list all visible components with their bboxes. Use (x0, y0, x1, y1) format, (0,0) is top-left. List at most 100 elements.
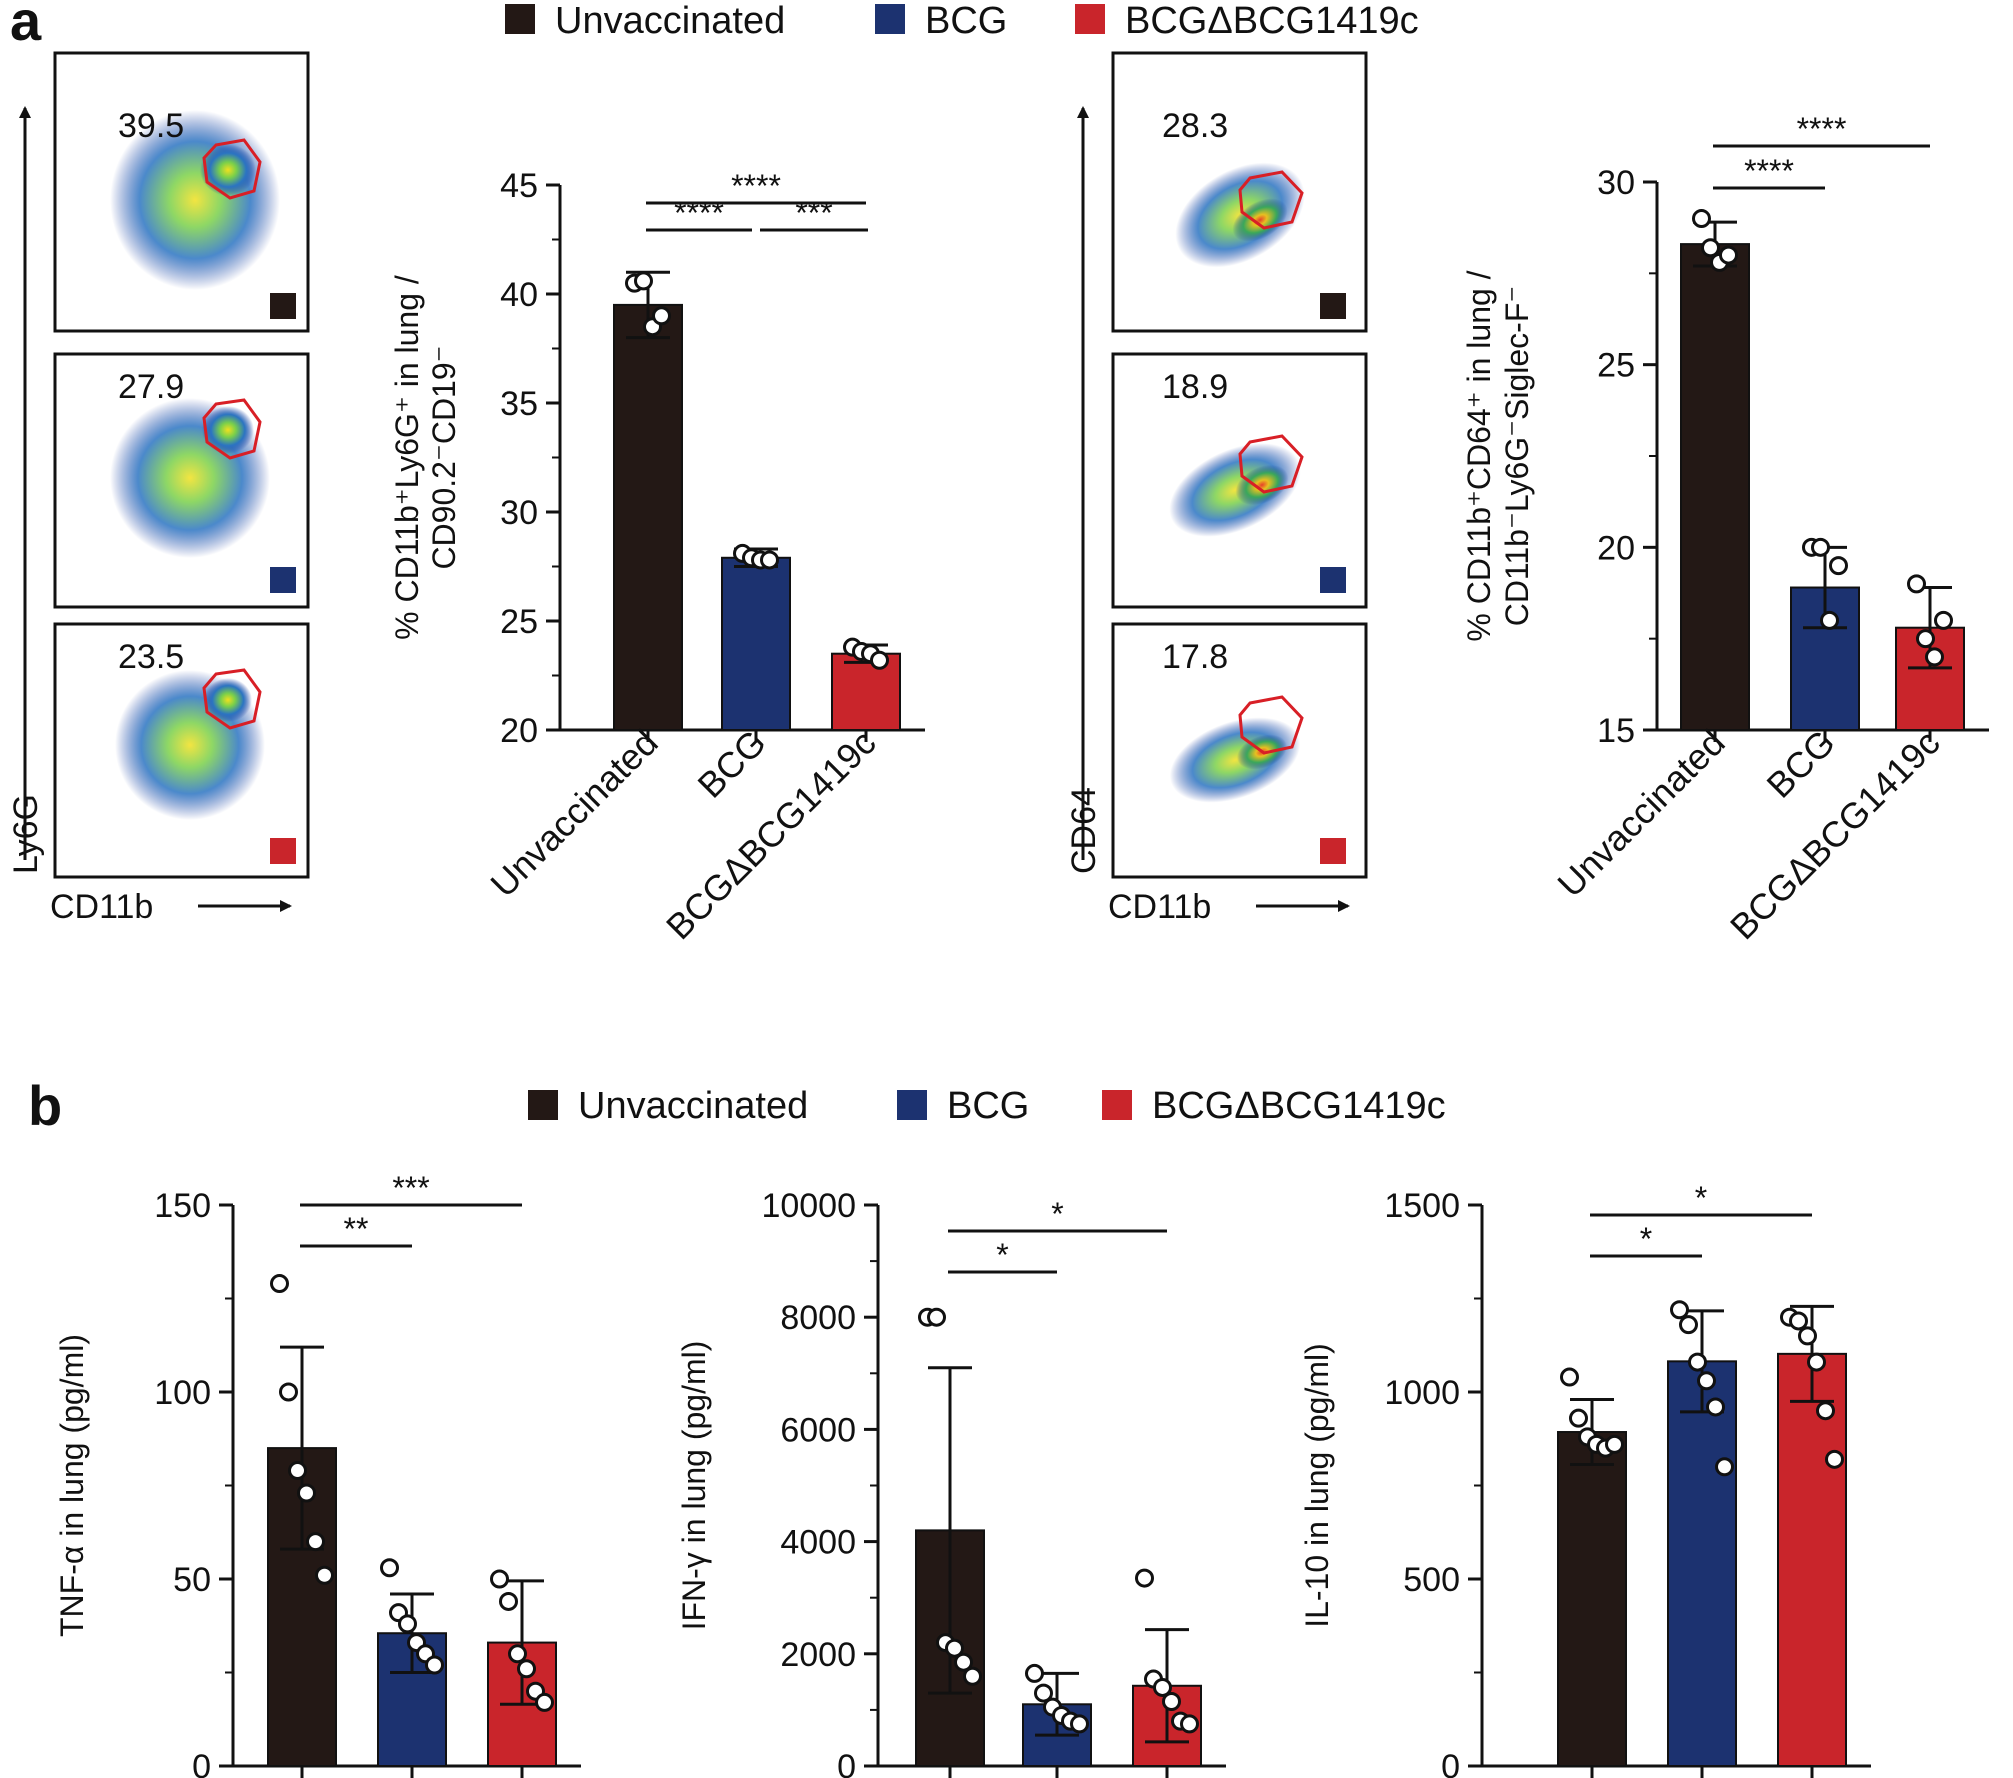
y-tick-label: 4000 (780, 1524, 856, 1562)
panel-letter-b: b (28, 1074, 62, 1137)
y-tick-label: 100 (154, 1374, 211, 1412)
data-point (870, 650, 889, 670)
data-point (1825, 1449, 1844, 1469)
data-point (1807, 1352, 1826, 1372)
category-label: BCGΔBCG1419c (658, 722, 884, 948)
flow-left-swatch-2 (270, 567, 296, 593)
data-point (1706, 1397, 1725, 1417)
legend-swatch-bcg1419c (1075, 4, 1105, 34)
significance-label: *** (795, 195, 832, 231)
data-point (1688, 1352, 1707, 1372)
flow-gate (202, 398, 262, 460)
flow-gate (1238, 434, 1304, 494)
data-point (1934, 610, 1953, 630)
flow-left-value-1: 39.5 (118, 107, 184, 145)
y-axis-label: CD90.2⁻CD19⁻ (426, 345, 462, 569)
chart-b3: 0 500 1000 1500 IL-10 in lung (pg/ml) * * (1299, 1180, 1871, 1778)
data-point (1569, 1408, 1588, 1428)
significance-label: **** (1744, 153, 1794, 189)
flow-left-swatch-3 (270, 838, 296, 864)
data-point (1605, 1434, 1624, 1454)
data-point (1153, 1677, 1172, 1697)
flow-gate (1238, 695, 1304, 755)
significance-label: **** (731, 168, 781, 204)
bar-unvaccinated (613, 303, 683, 731)
data-point (927, 1307, 946, 1327)
flow-density-hot (1232, 198, 1288, 242)
y-tick-label: 1000 (1384, 1374, 1460, 1412)
y-tick-label: 35 (500, 385, 538, 423)
data-point (288, 1461, 307, 1481)
flow-left-plot-3: 23.5 (53, 622, 310, 879)
significance-label: **** (674, 195, 724, 231)
category-label: BCG (1759, 722, 1843, 806)
legend-b-swatch-bcg (897, 1090, 927, 1120)
significance-label: * (1640, 1221, 1652, 1257)
data-point (1789, 1311, 1808, 1331)
data-point (1025, 1663, 1044, 1683)
legend-b-label-bcg: BCG (947, 1085, 1029, 1127)
significance-label: * (1695, 1180, 1707, 1216)
flow-right-xlabel: CD11b (1108, 888, 1211, 926)
data-point (945, 1638, 964, 1658)
flow-gate (202, 668, 262, 730)
flow-left-plot-2: 27.9 (53, 352, 310, 609)
y-tick-label: 30 (1597, 164, 1635, 202)
chart-b2: 0 2000 4000 6000 8000 10000 IFN-γ in lung (pg/… (676, 1187, 1226, 1778)
category-label: BCG (690, 722, 774, 806)
flow-left-plot-1: 39.5 (53, 51, 310, 333)
y-tick-label: 20 (500, 712, 538, 750)
y-tick-label: 45 (500, 167, 538, 205)
legend-swatch-bcg (875, 4, 905, 34)
bar-bcg (721, 556, 791, 732)
y-tick-label: 1500 (1384, 1187, 1460, 1225)
data-point (1679, 1315, 1698, 1335)
data-point (398, 1614, 417, 1634)
flow-right-plot-1: 28.3 (1111, 51, 1368, 333)
flow-right-plot-3: 17.8 (1111, 622, 1368, 879)
significance-label: * (996, 1237, 1008, 1273)
y-axis-label: IL-10 in lung (pg/ml) (1299, 1343, 1335, 1628)
legend-b: Unvaccinated BCG BCGΔBCG1419c (528, 1085, 1446, 1127)
bar-unvaccinated (1680, 243, 1750, 732)
flow-right-ylabel: CD64 (1065, 787, 1103, 874)
legend-b-label-bcg1419c: BCGΔBCG1419c (1152, 1085, 1446, 1127)
data-point (1135, 1568, 1154, 1588)
data-point (1798, 1326, 1817, 1346)
flow-left-value-2: 27.9 (118, 368, 184, 406)
flow-right-swatch-3 (1320, 838, 1346, 864)
chart-a1: 20 25 30 35 40 45 % CD11b⁺Ly6G⁺ in lung / CD90.… (389, 167, 925, 947)
y-tick-label: 30 (500, 494, 538, 532)
flow-gate (202, 138, 262, 200)
flow-right-plot-2: 18.9 (1111, 352, 1368, 609)
y-tick-label: 150 (154, 1187, 211, 1225)
data-point (1916, 629, 1935, 649)
bar-bcg (1667, 1360, 1737, 1768)
data-point (425, 1655, 444, 1675)
data-point (279, 1382, 298, 1402)
flow-gate (1238, 170, 1304, 230)
flow-density-hot (1235, 464, 1289, 506)
y-axis-label: IFN-γ in lung (pg/ml) (676, 1341, 712, 1631)
flow-right-value-1: 28.3 (1162, 107, 1228, 145)
legend-label-bcg: BCG (925, 0, 1007, 42)
y-tick-label: 500 (1403, 1561, 1460, 1599)
data-point (1715, 1457, 1734, 1477)
data-point (652, 306, 671, 326)
data-point (535, 1692, 554, 1712)
legend-label-bcg1419c: BCGΔBCG1419c (1125, 0, 1419, 42)
data-point (1907, 574, 1926, 594)
y-axis-label: CD11b⁻Ly6G⁻Siglec-F⁻ (1499, 286, 1535, 627)
flow-right-swatch-2 (1320, 567, 1346, 593)
data-point (508, 1644, 527, 1664)
y-tick-label: 50 (173, 1561, 211, 1599)
legend-b-swatch-bcg1419c (1102, 1090, 1132, 1120)
data-point (306, 1532, 325, 1552)
data-point (1719, 245, 1738, 265)
bar-unvaccinated (1557, 1431, 1627, 1767)
significance-label: *** (392, 1170, 429, 1206)
flow-right: 28.3 18.9 17.8 CD64 CD11b (1065, 51, 1368, 926)
data-point (1070, 1714, 1089, 1734)
